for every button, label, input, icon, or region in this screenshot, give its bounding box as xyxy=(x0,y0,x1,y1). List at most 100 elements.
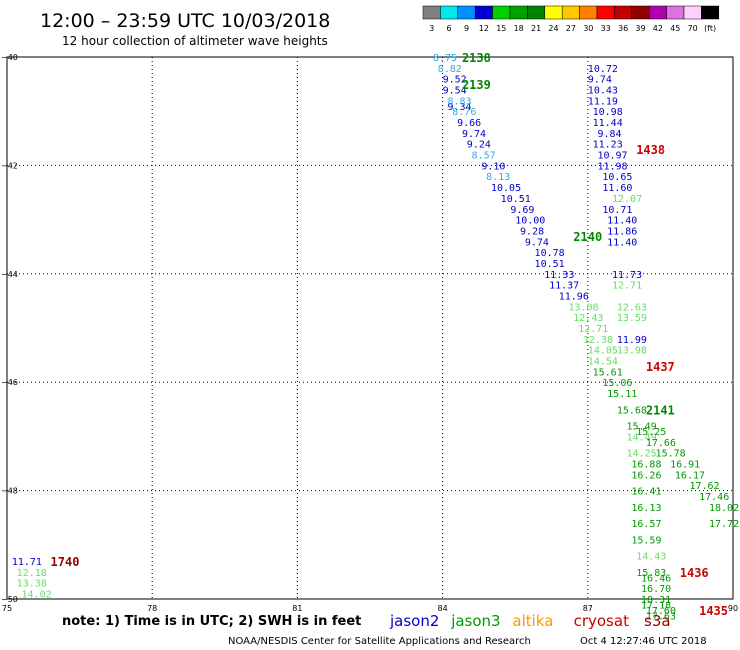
scale-swatch xyxy=(457,5,476,20)
data-point: 16.70 xyxy=(641,584,671,595)
data-point: 11.40 xyxy=(607,216,637,227)
scale-swatch xyxy=(631,5,650,20)
data-point: 15.06 xyxy=(602,378,632,389)
data-point: 17.72 xyxy=(709,519,739,530)
scale-swatch xyxy=(561,5,580,20)
data-point: 15.61 xyxy=(593,367,623,378)
data-point: 14.02 xyxy=(22,590,52,601)
x-tick-label: 84 xyxy=(438,604,448,613)
scale-label: 18 xyxy=(514,24,524,33)
data-point: 14.25 xyxy=(627,449,657,460)
data-point: 17.62 xyxy=(689,481,719,492)
data-point: 18.31 xyxy=(641,595,671,606)
scale-label: 21 xyxy=(531,24,541,33)
time-label: 1435 xyxy=(699,604,728,618)
data-point: 9.34 xyxy=(447,102,471,113)
data-point: 16.17 xyxy=(675,470,705,481)
data-point: 8.76 xyxy=(452,107,476,118)
y-tick-label: −48 xyxy=(1,487,18,496)
data-point: 12.71 xyxy=(612,281,642,292)
y-tick-label: −40 xyxy=(1,53,18,62)
plot-frame xyxy=(6,56,734,600)
data-point: 18.02 xyxy=(709,503,739,514)
data-point: 14.43 xyxy=(636,552,666,563)
data-points: 9.529.549.349.669.749.249.1010.0510.519.… xyxy=(12,53,739,622)
scale-swatch xyxy=(492,5,511,20)
x-tick-label: 75 xyxy=(2,604,12,613)
scale-label: 6 xyxy=(447,24,452,33)
data-point: 9.74 xyxy=(525,237,549,248)
data-point: 10.65 xyxy=(602,172,632,183)
data-point: 12.38 xyxy=(583,335,613,346)
data-point: 16.91 xyxy=(670,460,700,471)
satellite-legend: jason2 jason3 altika cryosat s3a xyxy=(389,612,671,630)
data-point: 11.23 xyxy=(593,140,623,151)
time-label: 1437 xyxy=(646,360,675,374)
timestamp: Oct 4 12:27:46 UTC 2018 xyxy=(580,636,707,647)
scale-swatch xyxy=(683,5,702,20)
data-point: 14.49 xyxy=(627,432,657,443)
data-point: 16.41 xyxy=(631,487,661,498)
data-point: 11.86 xyxy=(607,226,637,237)
data-point: 17.18 xyxy=(641,600,671,611)
grid-lines xyxy=(7,57,733,599)
data-point: 12.71 xyxy=(578,324,608,335)
time-label: 2138 xyxy=(462,51,491,65)
data-point: 9.24 xyxy=(467,140,491,151)
data-point: 16.26 xyxy=(631,470,661,481)
data-point: 9.28 xyxy=(520,226,544,237)
data-point: 17.46 xyxy=(699,492,729,503)
time-label: 2139 xyxy=(462,78,491,92)
x-tick-label: 81 xyxy=(292,604,302,613)
scale-swatch xyxy=(544,5,563,20)
time-label: 1438 xyxy=(636,143,665,157)
data-point: 11.60 xyxy=(602,183,632,194)
data-point: 10.00 xyxy=(515,216,545,227)
color-scale: 3 6 9 12 15 18 21 24 27 30 33 36 39 42 45 70 (ft) xyxy=(422,5,720,33)
x-tick-label: 90 xyxy=(728,604,738,613)
time-label: 2141 xyxy=(646,403,675,417)
chart-title: 12:00 – 23:59 UTC 10/03/2018 xyxy=(40,10,330,32)
data-point: 11.40 xyxy=(607,237,637,248)
data-point: 10.51 xyxy=(535,259,565,270)
data-point: 8.75 xyxy=(433,53,457,64)
data-point: 15.25 xyxy=(636,427,666,438)
data-point: 9.10 xyxy=(481,161,505,172)
data-point: 13.08 xyxy=(568,302,598,313)
scale-label: 9 xyxy=(464,24,469,33)
credit-line: NOAA/NESDIS Center for Satellite Applica… xyxy=(228,636,531,647)
y-tick-label: −42 xyxy=(1,161,18,170)
data-point: 9.84 xyxy=(597,129,621,140)
legend-item-altika: altika xyxy=(512,612,553,630)
scale-swatch xyxy=(509,5,528,20)
scale-label: 39 xyxy=(635,24,645,33)
time-labels: 2138 2139 1438 2140 1437 2141 1436 1435 1740 xyxy=(51,51,728,618)
data-point: 13.38 xyxy=(17,579,47,590)
scale-swatch xyxy=(614,5,633,20)
data-point: 11.98 xyxy=(597,161,627,172)
scale-swatch xyxy=(440,5,459,20)
scale-label: 15 xyxy=(496,24,506,33)
data-point: 10.71 xyxy=(602,205,632,216)
data-point: 10.43 xyxy=(588,86,618,97)
data-point: 9.52 xyxy=(443,75,467,86)
data-point: 16.88 xyxy=(631,460,661,471)
scale-swatch xyxy=(527,5,546,20)
data-point: 10.05 xyxy=(491,183,521,194)
data-point: 14.05 xyxy=(588,346,618,357)
scale-swatch xyxy=(422,5,441,20)
data-point: 13.98 xyxy=(617,346,647,357)
data-point: 9.54 xyxy=(443,86,467,97)
footnote: note: 1) Time is in UTC; 2) SWH is in fe… xyxy=(62,614,361,629)
data-point: 11.99 xyxy=(617,335,647,346)
scale-label: 36 xyxy=(618,24,628,33)
x-tick-label: 78 xyxy=(147,604,157,613)
scale-swatch xyxy=(579,5,598,20)
scale-label: 24 xyxy=(548,24,558,33)
y-tick-label: −50 xyxy=(1,595,18,604)
scale-swatch xyxy=(648,5,667,20)
scale-label: 42 xyxy=(653,24,663,33)
scale-label: 27 xyxy=(566,24,576,33)
scale-label: 45 xyxy=(670,24,680,33)
data-point: 8.83 xyxy=(447,96,471,107)
